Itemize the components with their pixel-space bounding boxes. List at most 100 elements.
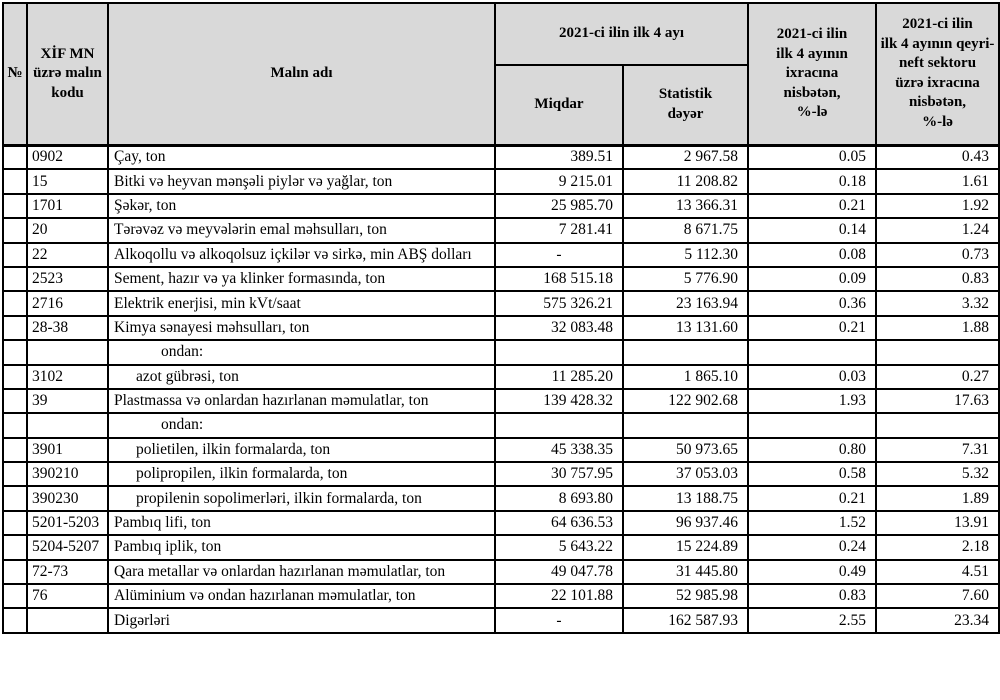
table-row: 76 Alüminium və ondan hazırlanan məmulatl… [2,583,1000,610]
table-row: 2716 Elektrik enerjisi, min kVt/saat 575 3… [2,290,1000,317]
table-row: 3102 azot gübrəsi, ton 11 285.20 1 865.10 0.… [2,363,1000,390]
cell-num [2,314,28,342]
cell-name: propilenin sopolimerləri, ilkin formalar… [107,485,496,512]
cell-stat-value: 122 902.68 [621,387,750,415]
cell-pct-exports: 0.49 [747,558,878,586]
cell-pct-nonoil: 5.32 [875,461,1000,488]
table-row: 22 Alkoqollu və alkoqolsuz içkilər və sir… [2,241,1000,268]
cell-num [2,583,28,610]
cell-num [2,192,28,220]
table-row: 39 Plastmassa və onlardan hazırlanan məmu… [2,387,1000,415]
cell-name: Pambıq lifi, ton [107,509,496,537]
cell-code: 390230 [26,485,109,512]
cell-pct-exports: 0.09 [747,265,878,293]
cell-name: ondan: [107,339,496,366]
header-num: № [2,2,28,147]
cell-num [2,412,28,439]
cell-quantity: 32 083.48 [494,314,624,342]
cell-pct-nonoil [875,339,1000,366]
cell-quantity: 49 047.78 [494,558,624,586]
table-row: 2523 Sement, hazır və ya klinker formasın… [2,265,1000,293]
cell-pct-nonoil: 0.73 [875,241,1000,268]
table-body: 0902 Çay, ton 389.51 2 967.58 0.05 0.43 15 Bitk… [2,143,1000,634]
cell-num [2,461,28,488]
cell-quantity: 8 693.80 [494,485,624,512]
cell-pct-exports: 0.24 [747,534,878,561]
cell-stat-value: 5 776.90 [621,265,750,293]
cell-stat-value: 13 188.75 [621,485,750,512]
cell-stat-value: 37 053.03 [621,461,750,488]
cell-code: 5201-5203 [26,509,109,537]
cell-code [26,339,109,366]
cell-pct-exports: 0.21 [747,314,878,342]
cell-quantity [494,339,624,366]
cell-code [26,412,109,439]
cell-quantity: - [494,241,624,268]
cell-pct-exports: 0.03 [747,363,878,390]
table-row: 390210 polipropilen, ilkin formalarda, to… [2,461,1000,488]
cell-name: Kimya sənayesi məhsulları, ton [107,314,496,342]
cell-stat-value: 8 671.75 [621,217,750,244]
export-commodities-table: № XİF MN üzrə malın kodu Malın adı 2021-… [2,2,1000,634]
cell-name: azot gübrəsi, ton [107,363,496,390]
cell-code: 2523 [26,265,109,293]
cell-num [2,485,28,512]
cell-pct-nonoil: 0.27 [875,363,1000,390]
cell-code: 3102 [26,363,109,390]
cell-code: 390210 [26,461,109,488]
cell-pct-nonoil: 1.89 [875,485,1000,512]
cell-stat-value: 15 224.89 [621,534,750,561]
cell-num [2,558,28,586]
cell-stat-value: 13 366.31 [621,192,750,220]
cell-code: 22 [26,241,109,268]
cell-pct-exports: 0.08 [747,241,878,268]
cell-name: Pambıq iplik, ton [107,534,496,561]
cell-pct-nonoil: 2.18 [875,534,1000,561]
cell-name: Qara metallar və onlardan hazırlanan məm… [107,558,496,586]
cell-quantity: 139 428.32 [494,387,624,415]
cell-quantity: 11 285.20 [494,363,624,390]
cell-stat-value: 50 973.65 [621,436,750,464]
cell-pct-nonoil: 1.92 [875,192,1000,220]
cell-pct-nonoil [875,412,1000,439]
cell-pct-exports: 0.05 [747,143,878,171]
cell-stat-value [621,412,750,439]
cell-pct-exports: 0.21 [747,192,878,220]
header-pct-exports: 2021-ci ilin ilk 4 ayının ixracına nisbə… [747,2,878,147]
cell-pct-exports: 0.83 [747,583,878,610]
cell-stat-value: 31 445.80 [621,558,750,586]
cell-stat-value: 13 131.60 [621,314,750,342]
cell-pct-nonoil: 4.51 [875,558,1000,586]
cell-num [2,509,28,537]
cell-num [2,217,28,244]
cell-num [2,290,28,317]
table-row: 20 Tərəvəz və meyvələrin emal məhsulları,… [2,217,1000,244]
cell-pct-nonoil: 13.91 [875,509,1000,537]
cell-code: 0902 [26,143,109,171]
cell-pct-nonoil: 23.34 [875,607,1000,634]
cell-num [2,363,28,390]
cell-num [2,339,28,366]
header-period-group: 2021-ci ilin ilk 4 ayı [493,2,750,66]
cell-pct-nonoil: 7.31 [875,436,1000,464]
cell-stat-value [621,339,750,366]
cell-quantity: 64 636.53 [494,509,624,537]
header-commodity-name: Malın adı [107,2,496,147]
cell-code: 28-38 [26,314,109,342]
cell-name: Şəkər, ton [107,192,496,220]
cell-stat-value: 52 985.98 [621,583,750,610]
table-row: 3901 polietilen, ilkin formalarda, ton 45 … [2,436,1000,464]
cell-quantity: 25 985.70 [494,192,624,220]
cell-quantity: 45 338.35 [494,436,624,464]
cell-stat-value: 162 587.93 [621,607,750,634]
table-row: Digərləri -162 587.93 2.55 23.34 [2,607,1000,634]
table-row: ondan: [2,339,1000,366]
cell-pct-exports [747,339,878,366]
cell-name: Tərəvəz və meyvələrin emal məhsulları, t… [107,217,496,244]
cell-pct-exports: 0.18 [747,168,878,195]
cell-name: polietilen, ilkin formalarda, ton [107,436,496,464]
cell-code: 2716 [26,290,109,317]
cell-pct-nonoil: 3.32 [875,290,1000,317]
cell-name: Alüminium və ondan hazırlanan məmulatlar… [107,583,496,610]
cell-name: Plastmassa və onlardan hazırlanan məmula… [107,387,496,415]
